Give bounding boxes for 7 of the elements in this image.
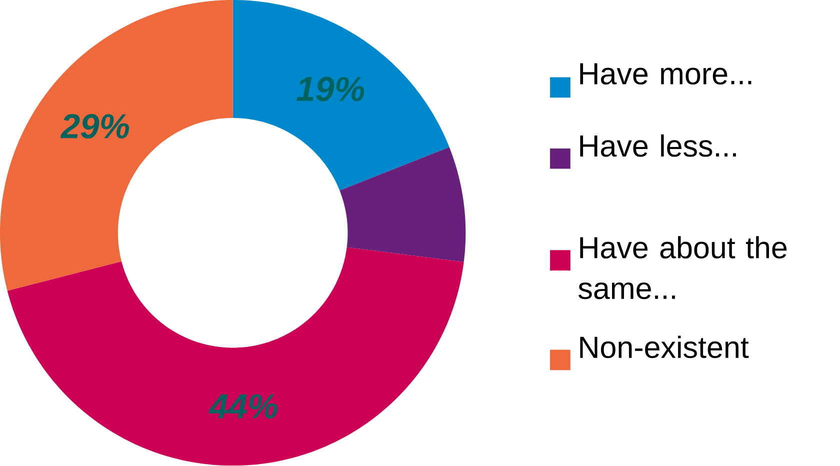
data-label: 44% <box>208 394 278 419</box>
data-label: 19% <box>296 76 364 102</box>
legend-label: Have less... <box>580 134 736 157</box>
legend-label: Non-existent <box>580 336 749 358</box>
legend-label: Have about the same... <box>578 236 787 300</box>
legend-label: Have more... <box>580 63 752 85</box>
data-label: 29% <box>60 114 130 139</box>
